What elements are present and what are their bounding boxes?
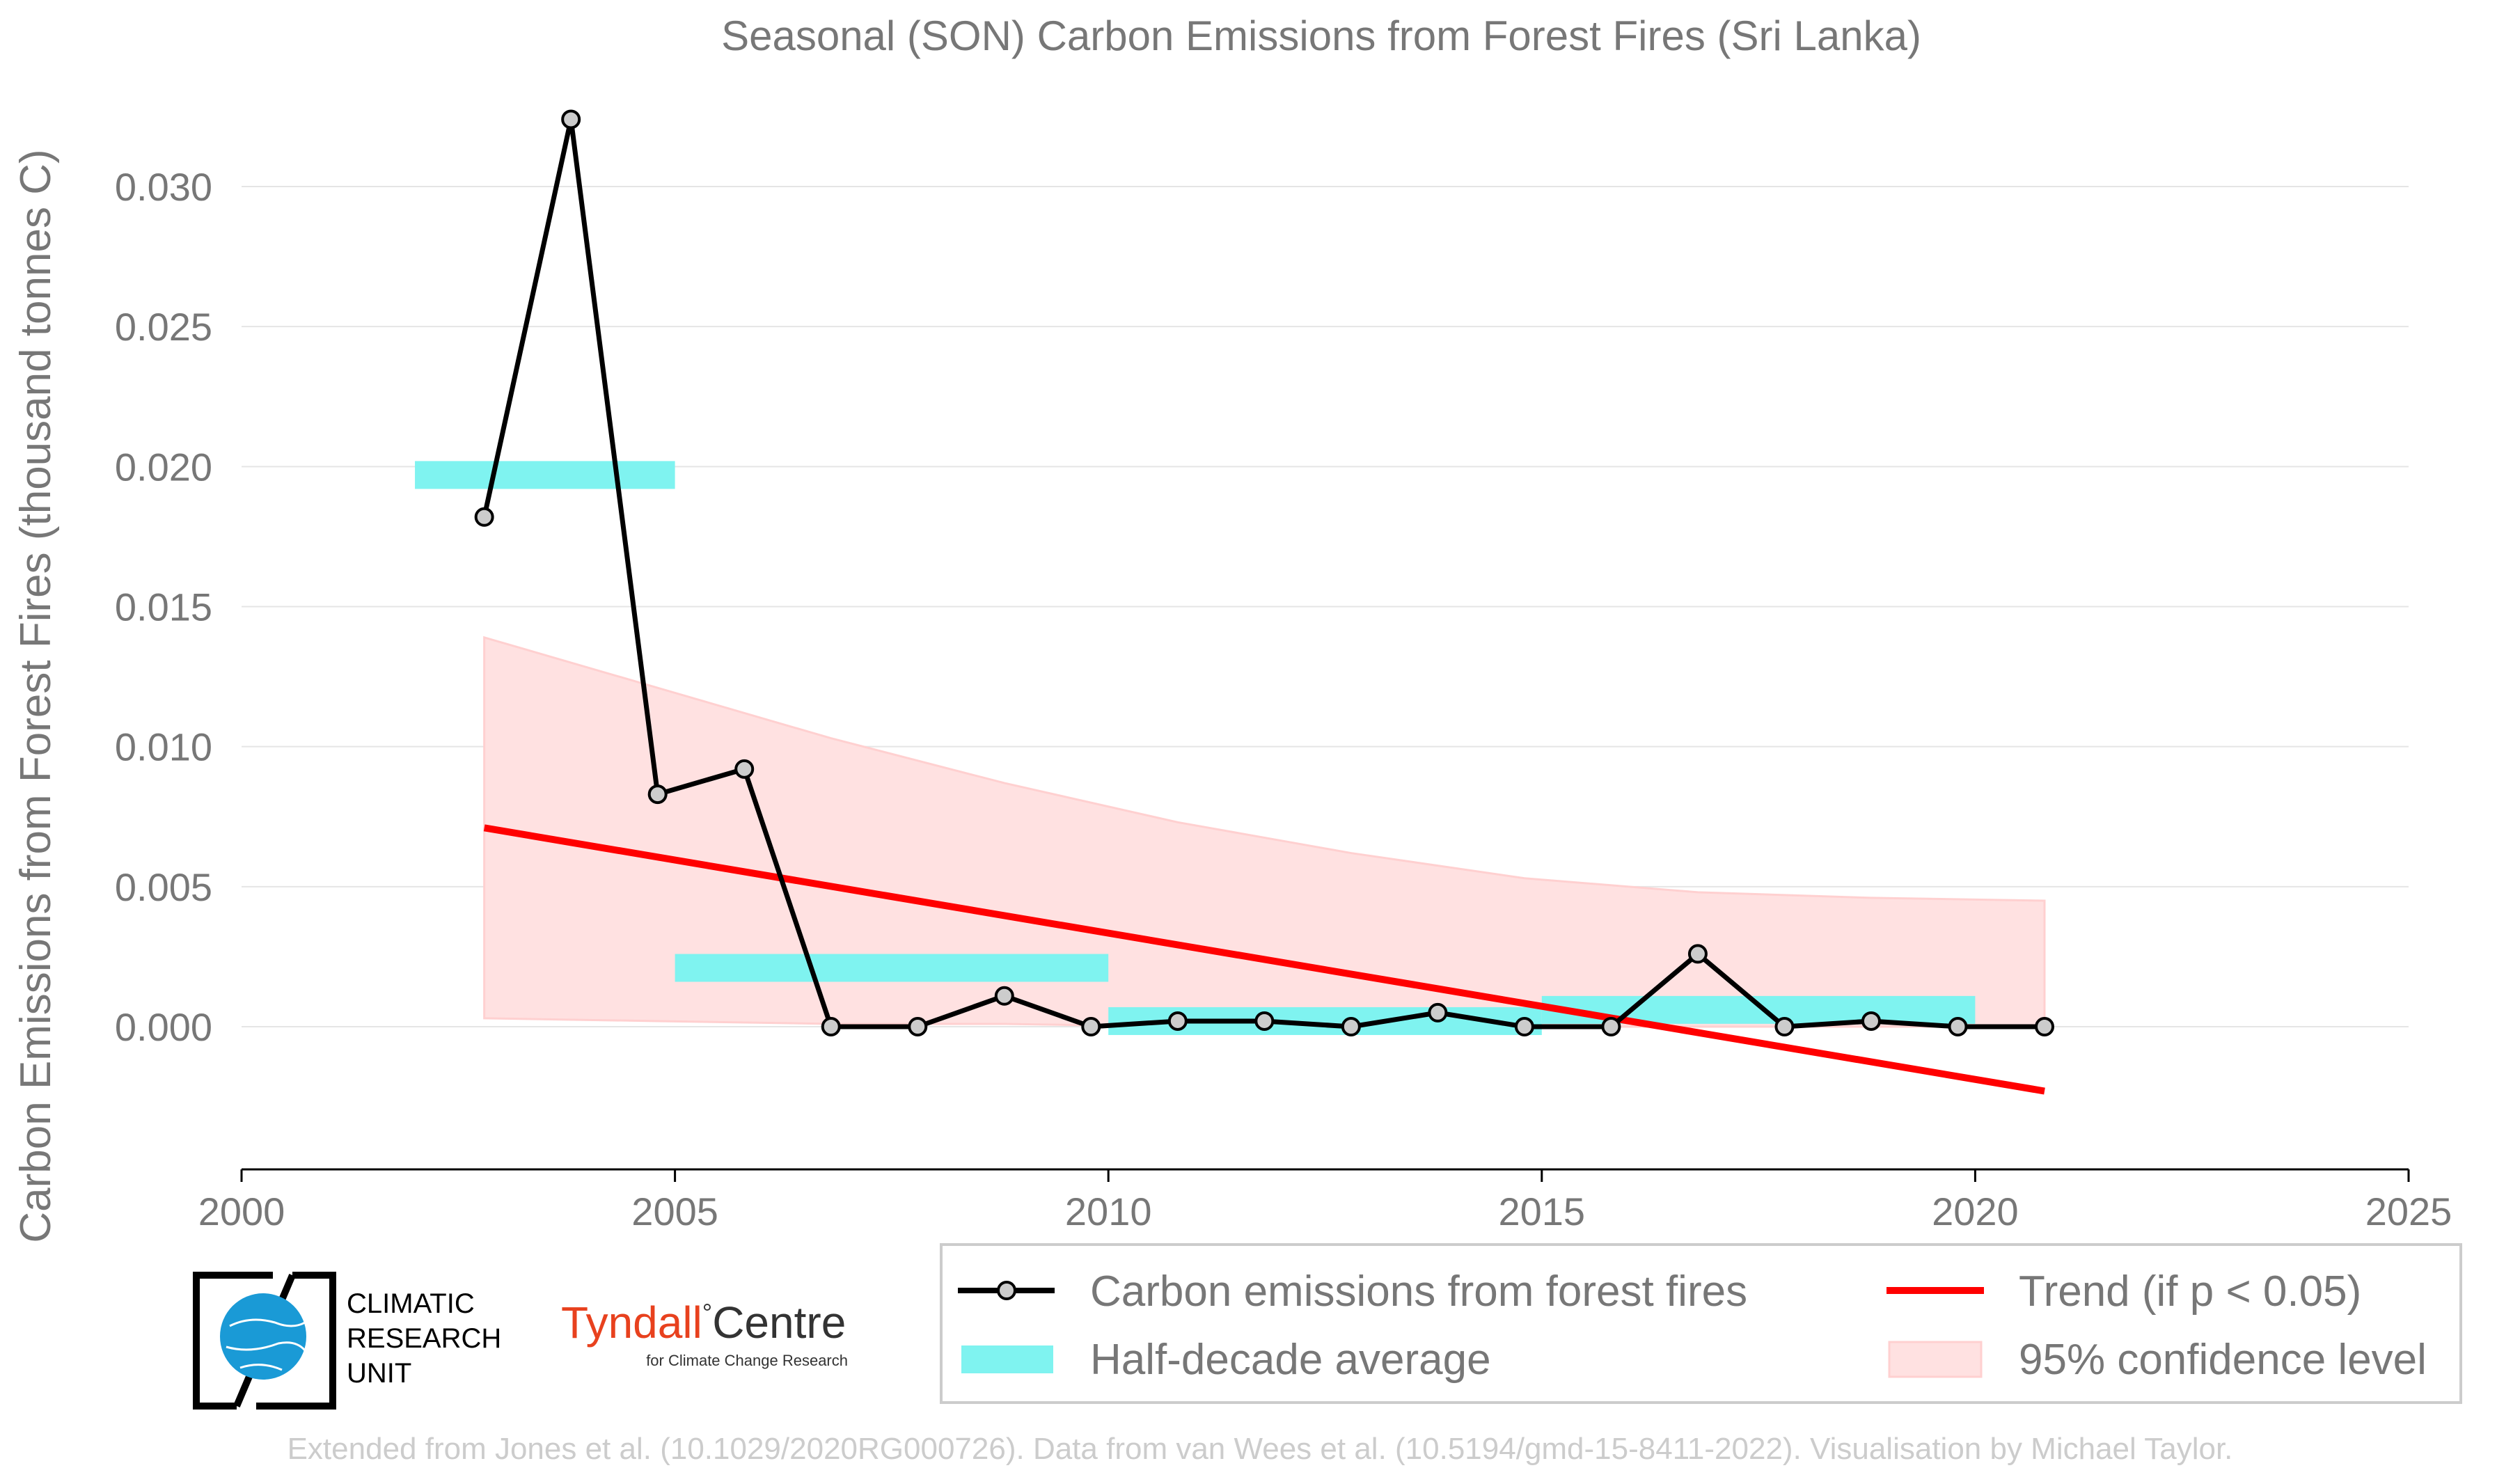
y-tick-label-0: 0.000 bbox=[115, 1005, 212, 1049]
trend-line bbox=[483, 824, 2045, 1095]
legend-swatch-half-decade bbox=[961, 1345, 1053, 1373]
legend: Carbon emissions from forest fires Half-… bbox=[940, 1243, 2462, 1404]
x-tick-label-1: 2005 bbox=[631, 1190, 718, 1233]
x-tick-label-5: 2025 bbox=[2365, 1190, 2452, 1233]
x-tick-label-0: 2000 bbox=[198, 1190, 285, 1233]
emissions-point-18 bbox=[2035, 1017, 2055, 1036]
y-tick-label-6: 0.030 bbox=[115, 165, 212, 209]
legend-box bbox=[940, 1243, 2462, 1404]
legend-label-half-decade: Half-decade average bbox=[1090, 1336, 1491, 1384]
cru-logo-line-2: RESEARCH bbox=[347, 1323, 501, 1354]
cru-logo-line-1: CLIMATIC bbox=[347, 1288, 475, 1319]
y-tick-label-2: 0.010 bbox=[115, 725, 212, 769]
emissions-point-15 bbox=[1774, 1017, 1795, 1036]
emissions-point-2 bbox=[647, 784, 668, 805]
legend-swatch-confidence bbox=[1888, 1341, 1983, 1378]
y-ticks: 0.000 0.005 0.010 0.015 0.020 0.025 0.030 bbox=[115, 165, 212, 1049]
tyndall-logo: Tyndall°Centre for Climate Change Resear… bbox=[561, 1297, 848, 1369]
cru-logo: CLIMATIC RESEARCH UNIT bbox=[193, 1272, 501, 1410]
emissions-point-13 bbox=[1601, 1017, 1621, 1036]
emissions-point-11 bbox=[1428, 1002, 1448, 1023]
tyndall-logo-text: Tyndall°Centre bbox=[561, 1297, 846, 1348]
emissions-point-5 bbox=[908, 1017, 928, 1036]
emissions-point-12 bbox=[1514, 1017, 1534, 1036]
emissions-point-9 bbox=[1254, 1011, 1275, 1031]
cru-logo-line-3: UNIT bbox=[347, 1358, 411, 1389]
emissions-point-8 bbox=[1167, 1011, 1188, 1031]
x-tick-label-4: 2020 bbox=[1932, 1190, 2019, 1233]
emissions-point-3 bbox=[734, 759, 755, 779]
globe-icon bbox=[220, 1293, 306, 1380]
half-decade-bar-1 bbox=[675, 954, 1109, 982]
emissions-point-7 bbox=[1081, 1017, 1101, 1036]
chart-title: Seasonal (SON) Carbon Emissions from For… bbox=[721, 13, 1921, 59]
emissions-point-10 bbox=[1341, 1017, 1361, 1036]
y-tick-label-4: 0.020 bbox=[115, 445, 212, 489]
y-tick-label-5: 0.025 bbox=[115, 305, 212, 349]
tyndall-logo-subtitle: for Climate Change Research bbox=[646, 1352, 848, 1369]
legend-swatch-emissions-marker bbox=[997, 1281, 1016, 1300]
tyndall-word: Tyndall bbox=[561, 1297, 702, 1348]
legend-label-confidence: 95% confidence level bbox=[2019, 1336, 2427, 1384]
y-tick-label-3: 0.015 bbox=[115, 585, 212, 629]
emissions-point-4 bbox=[821, 1017, 841, 1036]
emissions-point-16 bbox=[1861, 1011, 1881, 1031]
globe-icon-lines bbox=[226, 1318, 306, 1371]
trend-layer bbox=[483, 824, 2045, 1095]
emissions-point-14 bbox=[1687, 944, 1708, 964]
half-decade-bar-0 bbox=[415, 461, 675, 489]
footer-credit: Extended from Jones et al. (10.1029/2020… bbox=[287, 1432, 2233, 1466]
x-tick-label-3: 2015 bbox=[1499, 1190, 1586, 1233]
legend-label-trend: Trend (if p < 0.05) bbox=[2019, 1268, 2361, 1316]
tyndall-degree: ° bbox=[702, 1298, 712, 1327]
y-axis-label: Carbon Emissions from Forest Fires (thou… bbox=[12, 149, 60, 1242]
x-tick-label-2: 2010 bbox=[1065, 1190, 1152, 1233]
emissions-point-1 bbox=[561, 109, 581, 129]
y-tick-label-1: 0.005 bbox=[115, 865, 212, 909]
series-layer bbox=[474, 109, 2055, 1036]
legend-label-emissions: Carbon emissions from forest fires bbox=[1090, 1268, 1747, 1316]
x-axis: 2000 2005 2010 2015 2020 2025 bbox=[198, 1168, 2452, 1233]
emissions-point-0 bbox=[474, 507, 494, 527]
tyndall-centre-word: Centre bbox=[712, 1297, 846, 1348]
emissions-point-6 bbox=[994, 986, 1014, 1006]
emissions-point-17 bbox=[1948, 1017, 1968, 1036]
